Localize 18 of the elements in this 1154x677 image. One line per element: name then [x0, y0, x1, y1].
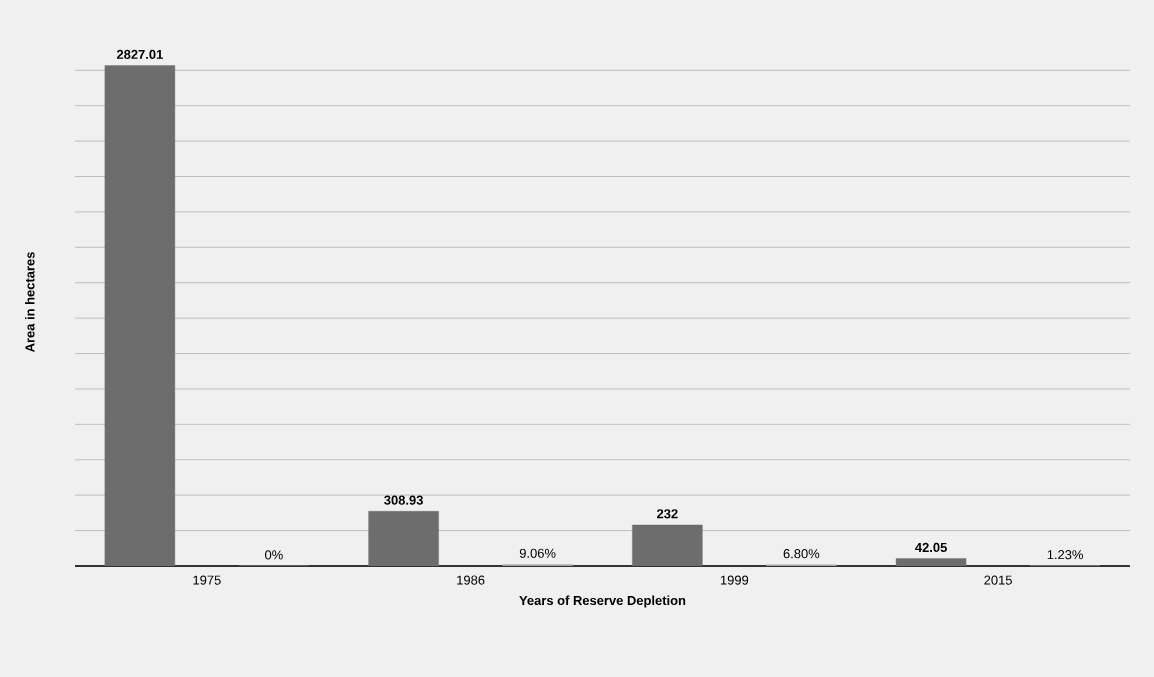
x-tick-label: 1975: [193, 575, 221, 585]
x-tick-label: 1986: [457, 575, 485, 585]
data-label: 2827.01: [116, 49, 163, 59]
x-tick-label: 2015: [984, 575, 1012, 585]
data-label: 6.80%: [783, 549, 820, 559]
y-axis-title: Area in hectares: [25, 252, 35, 353]
data-label: 42.05: [915, 542, 947, 553]
bar: [895, 558, 967, 566]
data-label: 0%: [265, 550, 283, 560]
data-label: 9.06%: [519, 548, 556, 558]
data-label: 1.23%: [1047, 550, 1083, 560]
bar: [104, 65, 176, 566]
bar: [368, 511, 439, 566]
x-axis-title: Years of Reserve Depletion: [519, 595, 686, 608]
x-tick-label: 1999: [720, 575, 749, 585]
data-label: 232: [657, 509, 678, 519]
bar: [632, 524, 703, 566]
data-label: 308.93: [384, 495, 423, 505]
